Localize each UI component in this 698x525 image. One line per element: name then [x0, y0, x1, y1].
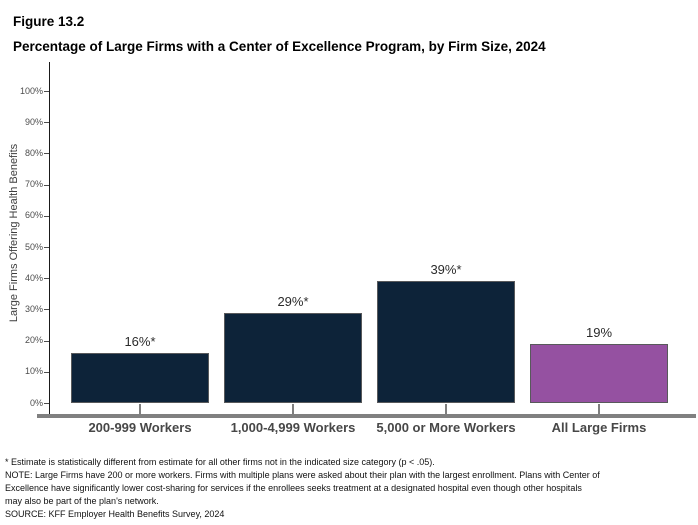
- bar-value-label: 16%*: [124, 334, 156, 350]
- x-tick-mark: [445, 404, 447, 414]
- y-tick-label: 0%: [29, 397, 43, 408]
- y-tick-mark: [44, 340, 49, 342]
- y-tick-label: 20%: [24, 335, 43, 346]
- x-axis-category-label: All Large Firms: [551, 420, 647, 435]
- x-axis-category-label: 200-999 Workers: [88, 420, 192, 435]
- y-tick-label: 40%: [24, 272, 43, 283]
- y-tick-label: 90%: [24, 116, 43, 127]
- y-tick-label: 60%: [24, 210, 43, 221]
- y-tick-label: 50%: [24, 241, 43, 252]
- bar-1: [71, 353, 209, 403]
- x-axis-line: [37, 414, 696, 418]
- figure-title: Percentage of Large Firms with a Center …: [13, 39, 546, 54]
- bar-value-label: 29%*: [277, 293, 309, 309]
- footnotes: * Estimate is statistically different fr…: [5, 456, 695, 521]
- x-axis-category-label: 5,000 or More Workers: [376, 420, 516, 435]
- y-tick-mark: [44, 215, 49, 217]
- y-tick-label: 100%: [19, 85, 43, 96]
- y-tick-label: 70%: [24, 179, 43, 190]
- y-tick-mark: [44, 247, 49, 248]
- footnote-line: Excellence have significantly lower cost…: [5, 483, 582, 493]
- y-tick-mark: [44, 403, 49, 404]
- y-tick-mark: [44, 278, 49, 280]
- figure-label: Figure 13.2: [13, 14, 85, 29]
- y-tick-mark: [44, 309, 49, 311]
- y-tick-label: 30%: [24, 303, 43, 314]
- footnote-line: NOTE: Large Firms have 200 or more worke…: [5, 470, 600, 480]
- footnote-line: * Estimate is statistically different fr…: [5, 457, 435, 467]
- bar-2: [224, 312, 362, 403]
- bar-chart: Large Firms Offering Health Benefits 0% 1…: [8, 62, 696, 435]
- y-tick-mark: [44, 91, 49, 92]
- x-axis-category-label: 1,000-4,999 Workers: [230, 420, 356, 435]
- footnote-line: may also be part of the plan's network.: [5, 496, 159, 506]
- y-tick-mark: [44, 122, 49, 124]
- bar-4: [530, 343, 668, 403]
- footnote-line: SOURCE: KFF Employer Health Benefits Sur…: [5, 509, 225, 519]
- y-axis-title: Large Firms Offering Health Benefits: [8, 143, 20, 323]
- y-tick-label: 80%: [24, 147, 43, 158]
- bar-value-label: 39%*: [430, 262, 462, 278]
- bar-value-label: 19%: [585, 324, 613, 340]
- x-tick-mark: [292, 404, 294, 414]
- y-tick-mark: [44, 153, 49, 155]
- y-tick-mark: [44, 371, 49, 373]
- x-tick-mark: [139, 404, 141, 414]
- y-tick-mark: [44, 184, 49, 186]
- y-axis-line: [49, 62, 50, 415]
- y-tick-label: 10%: [24, 366, 43, 377]
- x-tick-mark: [598, 404, 600, 414]
- bar-3: [377, 281, 515, 403]
